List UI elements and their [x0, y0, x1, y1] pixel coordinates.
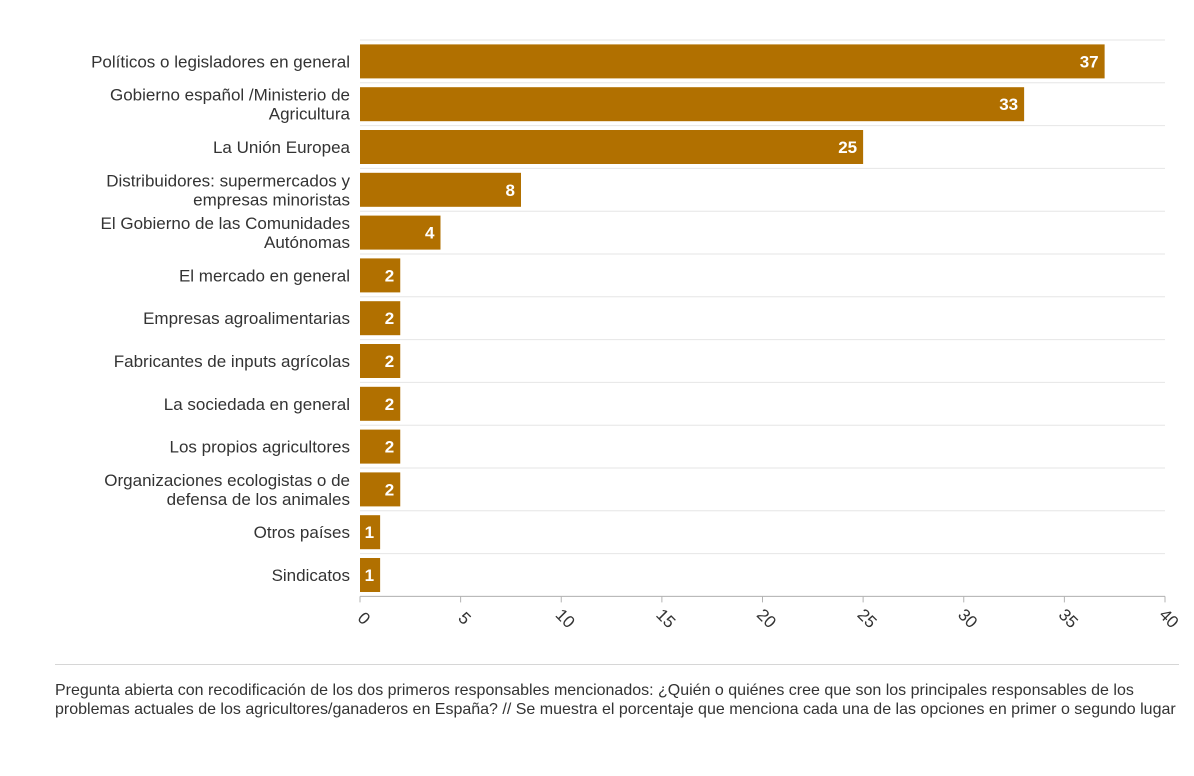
chart-svg: 37 33 25 8 4 2 2 2 2 2 2 1 1 Políticos o legisladore…	[91, 39, 1182, 632]
category-label: La sociedada en general	[164, 395, 350, 414]
x-tick-label: 20	[753, 605, 780, 632]
footnote: Pregunta abierta con recodificación de l…	[55, 682, 1176, 718]
bar-value-label: 1	[365, 566, 374, 585]
bar	[360, 558, 381, 592]
x-tick-label: 15	[652, 605, 679, 632]
category-label: El Gobierno de las Comunidades Autónomas	[101, 214, 350, 252]
category-label: Distribuidores: supermercados y empresas …	[106, 171, 350, 209]
bar	[360, 172, 521, 207]
category-label: Los propios agricultores	[170, 438, 350, 457]
bar-value-label: 33	[999, 95, 1018, 114]
x-axis: 0 5 10 15 20 25 30 35 40	[354, 595, 1182, 632]
bar-value-label: 2	[385, 480, 394, 499]
bar-value-label: 4	[425, 224, 435, 243]
category-label: Otros países	[254, 523, 350, 542]
bar-value-label: 37	[1080, 52, 1099, 71]
category-label: Políticos o legisladores en general	[91, 52, 350, 71]
bar	[360, 344, 401, 378]
bar-chart: 37 33 25 8 4 2 2 2 2 2 2 1 1 Políticos o legisladore…	[91, 39, 1182, 632]
bar	[360, 44, 1105, 79]
x-tick-label: 10	[552, 605, 579, 632]
bar	[360, 130, 864, 164]
bar-value-label: 2	[385, 395, 394, 414]
bar-value-label: 2	[385, 266, 394, 285]
gridlines	[360, 39, 1165, 597]
x-tick-label: 0	[354, 608, 374, 628]
x-tick-label: 30	[954, 605, 981, 632]
bar-value-label: 8	[506, 181, 515, 200]
bar	[360, 515, 381, 550]
bar-value-label: 1	[365, 523, 374, 542]
footnote-divider	[55, 664, 1179, 665]
x-tick-label: 35	[1055, 605, 1082, 632]
bar	[360, 472, 401, 507]
category-label: Sindicatos	[272, 566, 350, 585]
bar-value-label: 2	[385, 309, 394, 328]
bars: 37 33 25 8 4 2 2 2 2 2 2 1 1	[360, 44, 1105, 592]
category-label: Empresas agroalimentarias	[143, 309, 350, 328]
bar-value-label: 25	[838, 138, 857, 157]
category-label: La Unión Europea	[213, 138, 351, 157]
x-tick-label: 25	[854, 605, 881, 632]
bar	[360, 215, 441, 250]
x-tick-label: 5	[454, 608, 474, 628]
category-label: Gobierno español /Ministerio de Agricultu…	[110, 86, 351, 124]
bar	[360, 429, 401, 464]
bar	[360, 258, 401, 293]
bar	[360, 87, 1025, 122]
category-label: Organizaciones ecologistas o de defensa d…	[104, 471, 350, 509]
bar	[360, 386, 401, 421]
bar-value-label: 2	[385, 438, 394, 457]
category-label: Fabricantes de inputs agrícolas	[114, 352, 350, 371]
bar-value-label: 2	[385, 352, 394, 371]
category-label: El mercado en general	[179, 266, 350, 285]
bar	[360, 301, 401, 336]
x-tick-label: 40	[1155, 605, 1182, 632]
category-labels: Políticos o legisladores en general Gobie…	[91, 52, 350, 585]
